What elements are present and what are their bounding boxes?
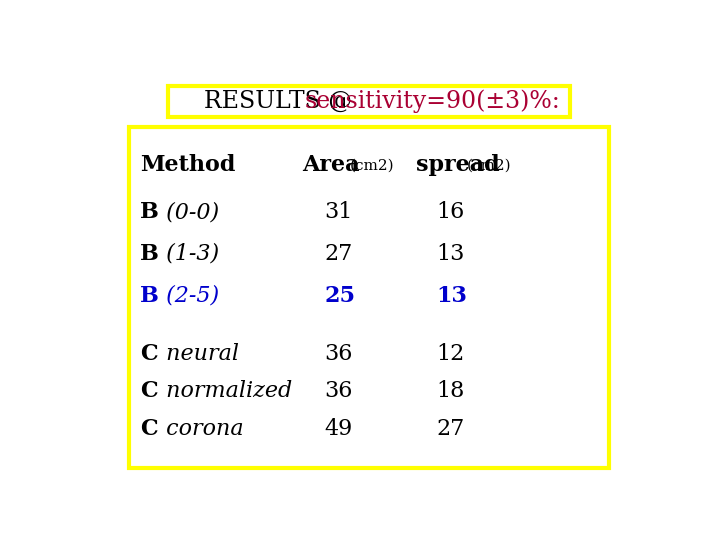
Text: 49: 49 — [324, 417, 353, 440]
Text: (1-3): (1-3) — [158, 243, 219, 265]
Text: normalized: normalized — [158, 380, 292, 402]
Text: 25: 25 — [324, 285, 356, 307]
Text: (cm2): (cm2) — [349, 159, 394, 173]
Text: (cm2): (cm2) — [467, 159, 511, 173]
Text: C: C — [140, 417, 158, 440]
Text: C: C — [140, 380, 158, 402]
Text: 36: 36 — [324, 380, 353, 402]
Text: 18: 18 — [436, 380, 464, 402]
FancyBboxPatch shape — [129, 127, 609, 468]
Text: sensitivity=90(±3)%:: sensitivity=90(±3)%: — [305, 90, 561, 113]
Text: 27: 27 — [436, 417, 464, 440]
Text: 13: 13 — [436, 243, 464, 265]
Text: C: C — [140, 343, 158, 365]
FancyBboxPatch shape — [168, 85, 570, 117]
Text: 27: 27 — [324, 243, 353, 265]
Text: corona: corona — [158, 417, 243, 440]
Text: 13: 13 — [436, 285, 467, 307]
Text: 12: 12 — [436, 343, 464, 365]
Text: spread: spread — [416, 153, 500, 176]
Text: B: B — [140, 201, 159, 224]
Text: Area: Area — [302, 153, 359, 176]
Text: B: B — [140, 243, 159, 265]
Text: (0-0): (0-0) — [158, 201, 219, 224]
Text: Method: Method — [140, 153, 235, 176]
Text: B: B — [140, 285, 159, 307]
Text: 16: 16 — [436, 201, 464, 224]
Text: RESULTS @: RESULTS @ — [204, 90, 360, 113]
Text: 31: 31 — [324, 201, 353, 224]
Text: (2-5): (2-5) — [158, 285, 219, 307]
Text: neural: neural — [158, 343, 238, 365]
Text: 36: 36 — [324, 343, 353, 365]
